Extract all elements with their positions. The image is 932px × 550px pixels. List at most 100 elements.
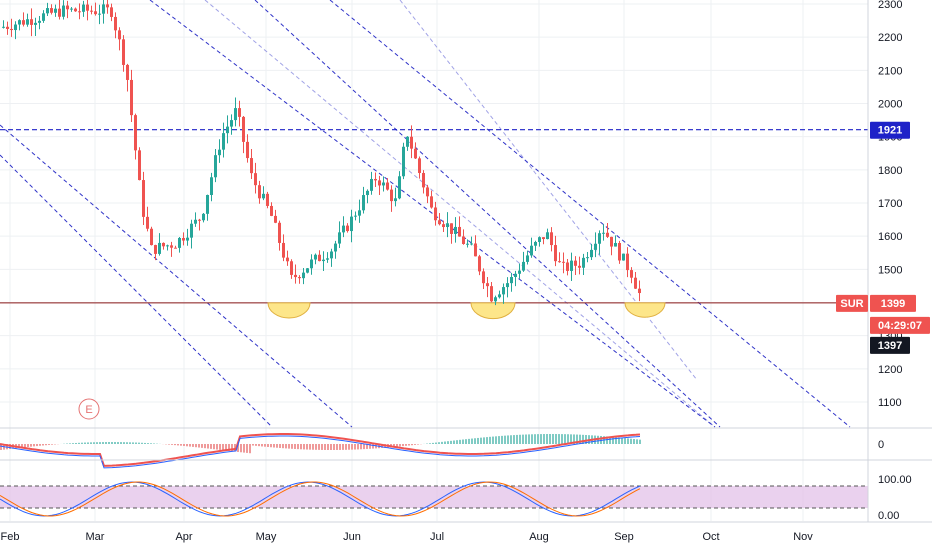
macd-histogram-bar — [282, 444, 284, 449]
countdown-label-bg — [870, 316, 930, 334]
bid-price-label: 1397 — [878, 340, 902, 352]
candle-body — [502, 287, 505, 295]
candle-body — [398, 176, 401, 199]
y-tick-label: 1100 — [878, 397, 902, 409]
candle-body — [354, 215, 357, 217]
candle-body — [530, 245, 533, 256]
macd-histogram-bar — [558, 434, 560, 444]
macd-histogram-bar — [312, 444, 314, 450]
macd-histogram-bar — [351, 444, 353, 450]
candle-body — [34, 22, 37, 25]
candle-body — [302, 272, 305, 279]
macd-histogram-bar — [561, 434, 563, 444]
y-tick-label: 1600 — [878, 231, 902, 243]
candle-body — [90, 10, 93, 12]
candle-body — [202, 213, 205, 221]
macd-histogram-bar — [396, 444, 398, 447]
macd-histogram-bar — [513, 435, 515, 444]
macd-histogram-bar — [81, 442, 83, 444]
y-tick-label: 2000 — [878, 99, 902, 111]
grid-lines — [0, 0, 868, 521]
candle-body — [182, 237, 185, 241]
candle-body — [242, 116, 245, 142]
candle-body — [618, 242, 621, 261]
macd-histogram-bar — [168, 444, 170, 445]
macd-histogram-bar — [276, 444, 278, 448]
macd-histogram-bar — [597, 435, 599, 444]
time-axis[interactable]: Feb Mar Apr May Jun Jul Aug Sep Oct Nov — [0, 521, 932, 543]
candle-body — [78, 11, 81, 13]
candle-body — [614, 242, 617, 247]
macd-histogram-bar — [324, 444, 326, 450]
candle-body — [270, 205, 273, 216]
macd-histogram-bar — [45, 444, 47, 446]
macd-histogram-bar — [270, 444, 272, 448]
x-tick-label: Aug — [529, 531, 549, 543]
candle-body — [350, 216, 353, 232]
macd-histogram-bar — [189, 444, 191, 447]
candle-body — [190, 223, 193, 238]
macd-histogram-bar — [216, 444, 218, 450]
candle-body — [130, 79, 133, 116]
macd-histogram-bar — [141, 442, 143, 444]
macd-zero-label: 0 — [878, 439, 884, 451]
candle-body — [114, 16, 117, 31]
macd-histogram-bar — [297, 444, 299, 450]
macd-histogram-bar — [498, 436, 500, 444]
macd-histogram-bar — [453, 440, 455, 444]
candle-body — [542, 237, 545, 240]
y-tick-label: 1200 — [878, 364, 902, 376]
candle-body — [42, 13, 45, 21]
candle-body — [306, 268, 309, 273]
candle-body — [602, 232, 605, 234]
macd-histogram-bar — [321, 444, 323, 450]
macd-histogram-bar — [201, 444, 203, 448]
candle-body — [230, 120, 233, 127]
candle-body — [314, 254, 317, 260]
macd-histogram-bar — [447, 441, 449, 444]
macd-histogram-bar — [615, 437, 617, 444]
earnings-label: E — [85, 404, 92, 416]
candle-body — [326, 258, 329, 260]
channel-line — [399, 0, 698, 381]
macd-pane[interactable]: 0 — [0, 427, 932, 469]
candle-body — [142, 180, 145, 217]
macd-histogram-bar — [483, 437, 485, 444]
candle-body — [426, 187, 429, 197]
candle-body — [162, 242, 165, 247]
candle-body — [422, 172, 425, 188]
candle-body — [382, 182, 385, 186]
candle-body — [498, 294, 501, 298]
candle-body — [566, 262, 569, 271]
macd-histogram-bar — [177, 444, 179, 446]
macd-histogram-bar — [192, 444, 194, 447]
price-axis[interactable]: 2300220021002000190018001700160015001400… — [867, 0, 902, 522]
level-1921-label-bg — [870, 121, 910, 139]
candle-body — [430, 196, 433, 208]
candle-body — [562, 261, 565, 263]
macd-histogram-bar — [606, 436, 608, 444]
candle-body — [638, 288, 641, 294]
candle-body — [266, 193, 269, 206]
candle-body — [250, 158, 253, 174]
stochastic-band — [0, 486, 868, 508]
candle-body — [458, 226, 461, 237]
macd-histogram-bar — [354, 444, 356, 450]
stochastic-pane[interactable]: 100.00 0.00 — [0, 459, 932, 522]
y-tick-label: 2100 — [878, 65, 902, 77]
macd-histogram-bar — [531, 434, 533, 444]
macd-histogram-bar — [471, 438, 473, 444]
macd-histogram-bar — [198, 444, 200, 448]
candle-body — [122, 39, 125, 65]
candle-body — [446, 223, 449, 228]
macd-histogram-bar — [18, 444, 20, 448]
candle-body — [70, 8, 73, 10]
candle-body — [490, 286, 493, 302]
price-candles[interactable] — [2, 0, 641, 306]
candle-body — [546, 232, 549, 240]
candle-body — [486, 283, 489, 287]
candle-body — [234, 108, 237, 121]
candle-body — [58, 8, 61, 17]
